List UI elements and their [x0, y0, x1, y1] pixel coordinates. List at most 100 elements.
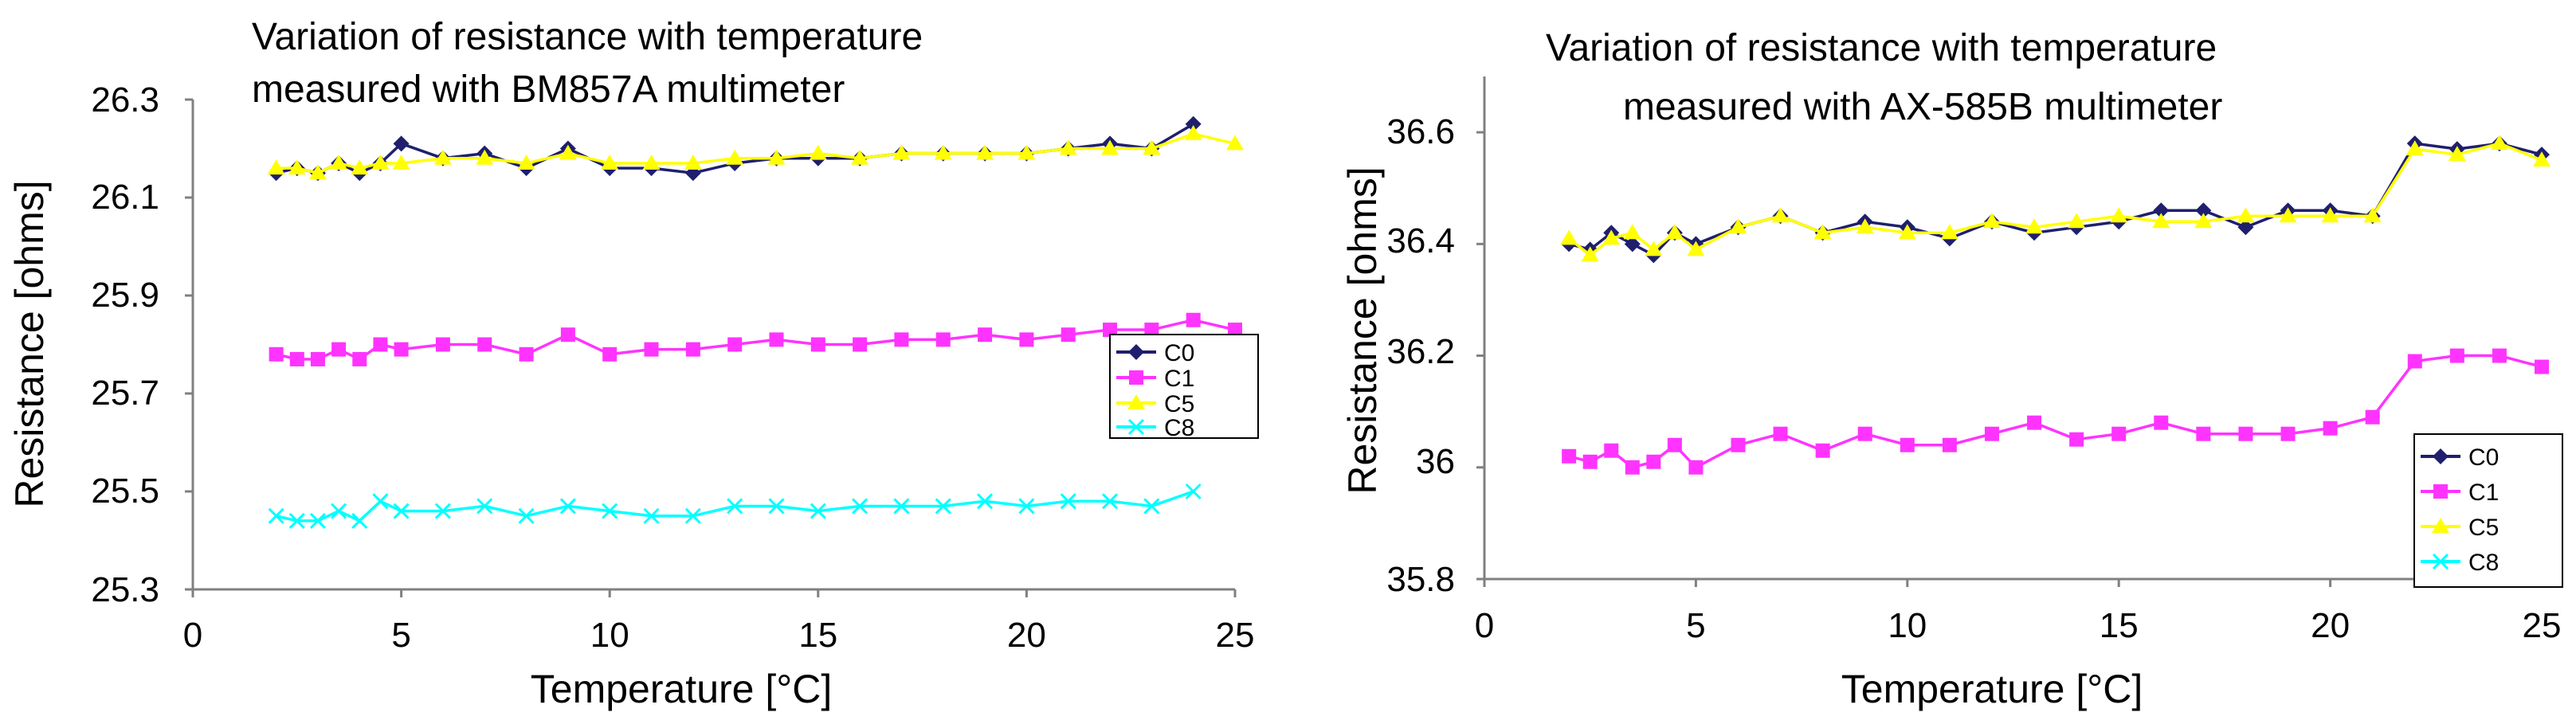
data-point-c1: [1942, 437, 1957, 452]
legend-marker-c5: [2432, 518, 2449, 533]
x-tick-label: 15: [798, 616, 837, 655]
data-point-c1: [519, 346, 534, 362]
data-point-c5: [1898, 224, 1916, 240]
data-point-c1: [435, 337, 450, 352]
x-tick-label: 10: [1888, 606, 1927, 645]
data-point-c1: [1900, 437, 1915, 452]
data-point-c8: [393, 503, 410, 519]
x-axis: 0 5 10 15 20 25 Temperature [°C]: [183, 588, 1254, 711]
data-point-c1: [1228, 323, 1242, 338]
y-tick-label: 36.2: [1386, 332, 1455, 371]
legend-entry-c0: C0: [1116, 340, 1194, 366]
legend-marker-c1: [2433, 484, 2448, 499]
chart-title-line-1: Variation of resistance with temperature: [1546, 27, 2217, 69]
data-point-c1: [2111, 426, 2127, 441]
legend-marker: [1129, 370, 1143, 385]
data-point-c1: [1815, 443, 1830, 458]
legend-marker: [2432, 553, 2449, 570]
data-point-c5: [1665, 224, 1684, 240]
series-line-c1: [276, 318, 1236, 361]
data-point-c1: [935, 332, 951, 347]
data-point-c5: [330, 154, 348, 170]
y-tick-label: 35.8: [1386, 560, 1455, 599]
y-axis: 36.6 36.4 36.2 36 35.8 Resistance [ohms]: [1340, 76, 1486, 599]
data-point-c5: [1687, 241, 1705, 256]
data-point-c1: [289, 351, 304, 366]
legend-entry-c8: C8: [2421, 550, 2499, 576]
data-point-c8: [331, 503, 347, 519]
data-point-c8: [684, 507, 701, 524]
y-axis-title: Resistance [ohms]: [7, 180, 52, 507]
data-point-c1: [685, 342, 700, 357]
data-point-c1: [1984, 426, 1999, 441]
data-point-c1: [894, 332, 909, 347]
data-point-c1: [1019, 332, 1034, 347]
data-point-c0: [2195, 202, 2212, 219]
data-point-c1: [978, 327, 993, 342]
data-point-c5: [517, 154, 535, 170]
data-point-c1: [1186, 312, 1201, 327]
data-point-c5: [726, 149, 744, 165]
data-point-c5: [2025, 218, 2044, 234]
y-tick-label: 36: [1416, 442, 1455, 481]
data-point-c1: [2323, 421, 2338, 436]
x-tick-label: 0: [1475, 606, 1494, 645]
chart-title-line-1: Variation of resistance with temperature: [252, 16, 923, 58]
data-point-c5: [1813, 224, 1832, 240]
data-point-c5: [2448, 146, 2466, 162]
data-point-c5: [1101, 139, 1119, 155]
legend-label: C0: [2468, 444, 2499, 471]
data-point-c1: [477, 337, 492, 352]
data-point-c1: [1103, 323, 1118, 338]
y-tick-label: 36.6: [1386, 112, 1455, 151]
data-point-c5: [1560, 229, 1578, 245]
data-point-c8: [518, 507, 535, 524]
data-point-c5: [1184, 125, 1202, 141]
legend-label: C1: [2468, 479, 2499, 506]
data-point-c8: [1101, 493, 1119, 510]
data-point-c5: [308, 164, 327, 180]
data-point-c8: [309, 512, 327, 529]
x-tick-label: 20: [2311, 606, 2350, 645]
plot-area: [185, 98, 1244, 597]
data-point-c5: [2363, 207, 2382, 223]
data-point-c1: [1582, 454, 1598, 469]
data-point-c8: [372, 493, 389, 510]
legend-marker-c0: [2433, 448, 2449, 464]
data-point-c1: [1773, 426, 1788, 441]
legend-marker: [1127, 418, 1145, 436]
data-point-c8: [893, 498, 910, 515]
legend-marker-c1: [1129, 370, 1143, 385]
data-point-c1: [644, 342, 659, 357]
data-point-c0: [2153, 202, 2170, 219]
data-point-c1: [1625, 460, 1640, 475]
data-point-c1: [1562, 448, 1577, 464]
series-c5: [267, 125, 1244, 180]
x-tick-label: 5: [391, 616, 410, 655]
data-point-c8: [810, 503, 826, 519]
data-point-c1: [269, 346, 284, 362]
data-point-c5: [351, 159, 369, 175]
series-c1: [1562, 348, 2549, 475]
y-tick-label: 36.4: [1386, 221, 1455, 260]
legend-label: C8: [1164, 415, 1194, 441]
data-point-c1: [1061, 327, 1076, 342]
legend-entry-c5: C5: [1116, 391, 1194, 417]
data-point-c5: [1771, 207, 1790, 223]
data-point-c5: [392, 154, 410, 170]
data-point-c5: [642, 154, 661, 170]
data-point-c8: [1185, 483, 1202, 500]
y-axis-title: Resistance [ohms]: [1340, 166, 1385, 494]
data-point-c0: [393, 135, 410, 152]
data-point-c1: [2492, 348, 2507, 363]
data-point-c5: [2321, 207, 2339, 223]
data-point-c5: [1581, 246, 1599, 262]
legend-marker-c8: [1127, 418, 1145, 436]
data-point-c5: [2279, 207, 2297, 223]
y-tick-label: 25.3: [91, 570, 159, 609]
series-c5: [1560, 135, 2551, 262]
legend-marker: [1127, 394, 1145, 409]
data-point-c1: [394, 342, 409, 357]
data-point-c8: [351, 512, 368, 529]
x-axis-title: Temperature [°C]: [1841, 667, 2143, 711]
